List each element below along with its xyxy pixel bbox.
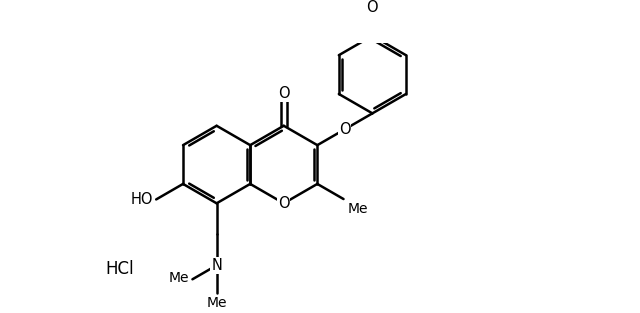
- Text: Me: Me: [206, 296, 227, 310]
- Text: HO: HO: [131, 192, 154, 207]
- Text: Me: Me: [348, 202, 368, 216]
- Text: O: O: [339, 122, 351, 137]
- Text: O: O: [278, 196, 289, 211]
- Text: N: N: [211, 258, 222, 273]
- Text: HCl: HCl: [106, 260, 134, 279]
- Text: O: O: [278, 86, 289, 101]
- Text: Me: Me: [169, 271, 189, 285]
- Text: O: O: [367, 0, 378, 15]
